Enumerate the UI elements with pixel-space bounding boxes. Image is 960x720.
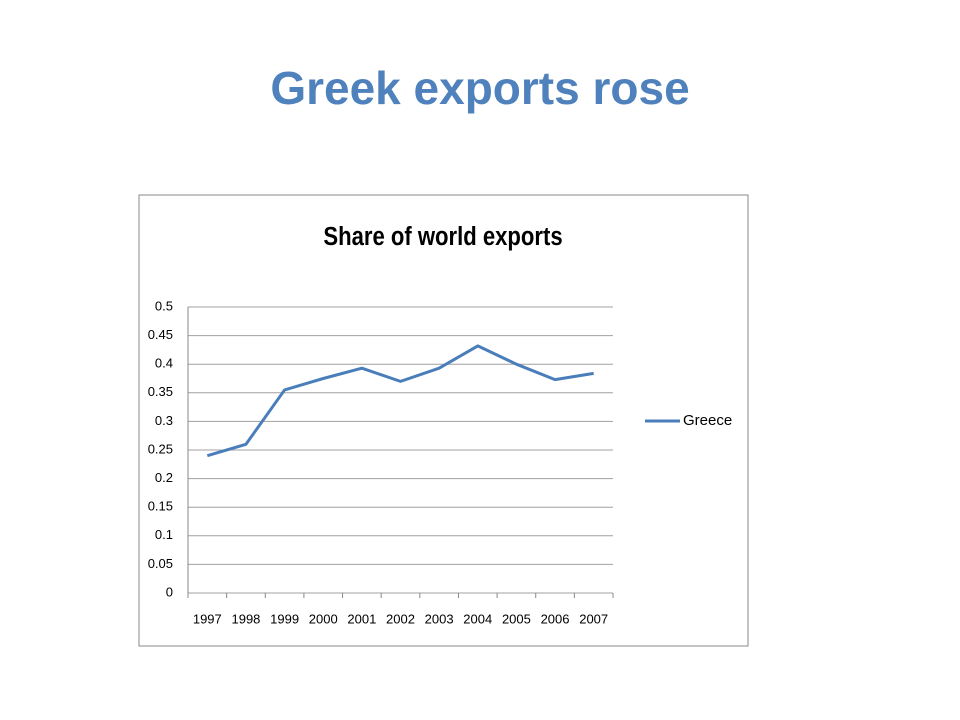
y-tick-label: 0 xyxy=(166,584,173,599)
slide-title: Greek exports rose xyxy=(270,62,689,114)
y-tick-label: 0.15 xyxy=(148,499,173,514)
y-tick-label: 0.2 xyxy=(155,470,173,485)
data-line xyxy=(206,344,594,458)
x-tick-label: 2006 xyxy=(541,611,570,626)
chart-title: Share of world exports xyxy=(323,222,562,251)
y-tick-label: 0.1 xyxy=(155,527,173,542)
y-tick-label: 0.4 xyxy=(155,356,173,371)
x-tick-label: 2007 xyxy=(579,611,608,626)
y-tick-label: 0.5 xyxy=(155,298,173,313)
x-tick-label: 2000 xyxy=(309,611,338,626)
x-tick-label: 2005 xyxy=(502,611,531,626)
x-tick-label: 2004 xyxy=(463,611,492,626)
y-tick-label: 0.25 xyxy=(148,441,173,456)
y-tick-label: 0.35 xyxy=(148,384,173,399)
x-tick-label: 2002 xyxy=(386,611,415,626)
x-tick-label: 1998 xyxy=(231,611,260,626)
y-tick-label: 0.05 xyxy=(148,556,173,571)
y-tick-label: 0.45 xyxy=(148,327,173,342)
x-tick-label: 2003 xyxy=(425,611,454,626)
legend-label: Greece xyxy=(683,412,732,429)
y-tick-label: 0.3 xyxy=(155,413,173,428)
x-tick-label: 1999 xyxy=(270,611,299,626)
x-tick-label: 2001 xyxy=(347,611,376,626)
x-tick-label: 1997 xyxy=(193,611,222,626)
